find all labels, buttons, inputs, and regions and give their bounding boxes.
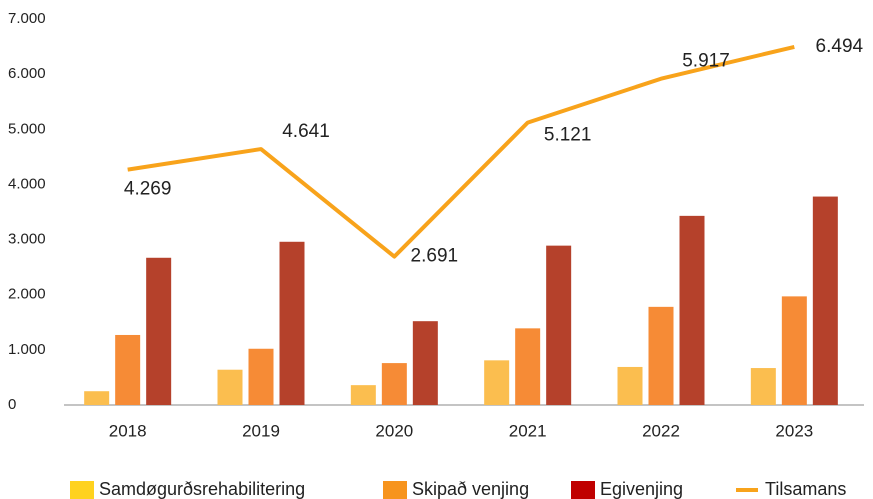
y-tick-label: 7.000 bbox=[8, 10, 46, 27]
bar bbox=[679, 215, 705, 405]
legend-swatch bbox=[383, 481, 407, 499]
value-label: 5.917 bbox=[682, 51, 730, 72]
bar bbox=[515, 328, 541, 405]
legend-swatch bbox=[571, 481, 595, 499]
y-tick-label: 0 bbox=[8, 396, 16, 413]
legend-label: Tilsamans bbox=[765, 479, 846, 499]
line bbox=[127, 44, 795, 259]
bar bbox=[217, 369, 243, 405]
bar bbox=[648, 306, 674, 405]
legend-label: Skipað venjing bbox=[412, 479, 529, 499]
value-label: 5.121 bbox=[544, 125, 592, 146]
x-tick-label: 2022 bbox=[642, 421, 680, 440]
bar bbox=[412, 321, 438, 405]
bar bbox=[781, 296, 807, 405]
y-tick-label: 1.000 bbox=[8, 341, 46, 358]
value-label: 2.691 bbox=[411, 246, 459, 267]
value-label: 6.494 bbox=[816, 36, 864, 57]
y-tick-label: 4.000 bbox=[8, 175, 46, 192]
legend-label: Samdøgurðsrehabilitering bbox=[99, 479, 305, 499]
value-label: 4.269 bbox=[124, 179, 172, 200]
x-tick-label: 2021 bbox=[509, 421, 547, 440]
value-label: 4.641 bbox=[282, 121, 330, 142]
bar bbox=[115, 334, 141, 405]
bar bbox=[484, 360, 510, 405]
x-tick-label: 2018 bbox=[109, 421, 147, 440]
x-tick-label: 2020 bbox=[375, 421, 413, 440]
x-tick-label: 2023 bbox=[775, 421, 813, 440]
bar bbox=[617, 366, 643, 405]
bar bbox=[812, 196, 838, 405]
bar bbox=[350, 385, 376, 405]
bar bbox=[84, 391, 110, 405]
y-tick-label: 2.000 bbox=[8, 286, 46, 303]
x-tick-label: 2019 bbox=[242, 421, 280, 440]
legend-label: Egivenjing bbox=[600, 479, 683, 499]
bar bbox=[750, 368, 776, 405]
bar bbox=[248, 348, 274, 405]
y-tick-label: 5.000 bbox=[8, 120, 46, 137]
y-tick-label: 6.000 bbox=[8, 65, 46, 82]
bar bbox=[279, 241, 305, 405]
bar bbox=[546, 245, 572, 405]
bar bbox=[146, 257, 172, 405]
y-tick-label: 3.000 bbox=[8, 231, 46, 248]
bar bbox=[381, 363, 407, 405]
legend-swatch bbox=[70, 481, 94, 499]
